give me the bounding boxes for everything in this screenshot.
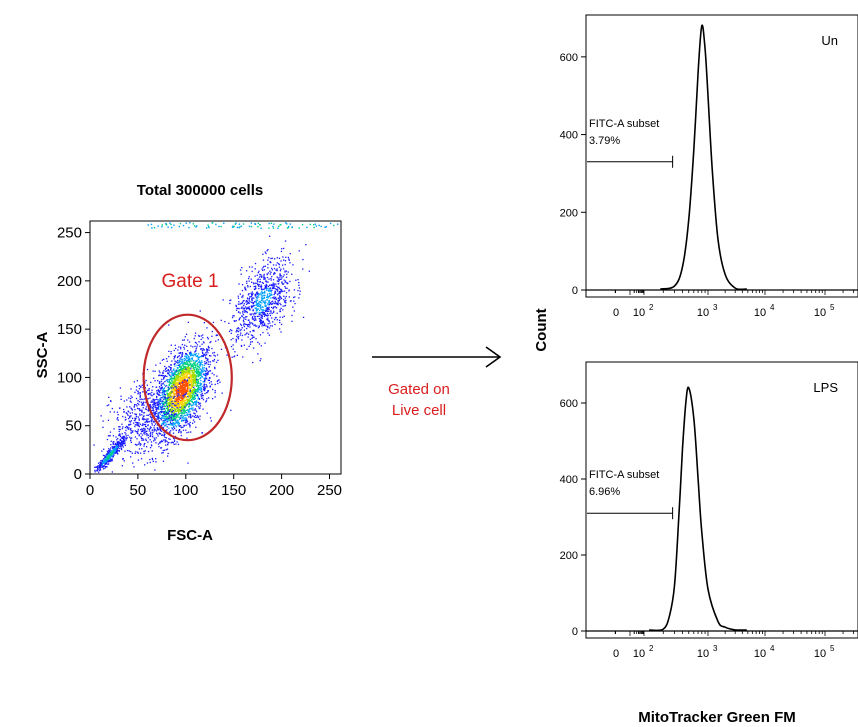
fitc-subset-percent: 3.79%: [589, 135, 620, 147]
histogram-x-tick-label: 10: [754, 648, 766, 660]
scatter-y-tick-label: 0: [74, 466, 82, 483]
histogram-x-tick-label: 10: [633, 307, 645, 319]
histogram-lps: 0 200 400 600 0 10 2 10 3 10 4 10 5 FITC-A subset 6.96…: [560, 361, 858, 660]
arrow-annotation-line1: Gated on: [388, 381, 450, 398]
histogram-x-tick-label: 10: [697, 648, 709, 660]
gate-1-ellipse[interactable]: [142, 313, 233, 442]
scatter-y-tick-label: 100: [57, 369, 82, 386]
histogram-y-label: Count: [533, 308, 550, 351]
histogram-x-tick-label: 10: [814, 307, 826, 319]
histogram-x-tick-zero: 0: [613, 307, 619, 319]
scatter-y-tick-label: 250: [57, 225, 82, 242]
histogram-x-tick-exponent: 5: [830, 303, 835, 312]
fitc-subset-label: FITC-A subset: [589, 118, 659, 130]
histogram-sample-label: Un: [821, 33, 838, 48]
histogram-x-tick-exponent: 3: [713, 303, 718, 312]
gating-arrow: [372, 346, 502, 368]
scatter-x-tick-label: 100: [173, 482, 198, 499]
scatter-y-tick-label: 200: [57, 273, 82, 290]
fitc-subset-label: FITC-A subset: [589, 469, 659, 481]
histogram-y-tick-label: 600: [560, 398, 578, 410]
histogram-y-tick-label: 400: [560, 130, 578, 142]
histogram-frame: [585, 361, 858, 639]
scatter-x-tick-label: 200: [269, 482, 294, 499]
histogram-sample-label: LPS: [813, 380, 838, 395]
scatter-y-label: SSC-A: [34, 331, 51, 378]
histogram-x-tick-exponent: 2: [649, 303, 654, 312]
histogram-x-tick-exponent: 4: [770, 644, 775, 653]
histogram-y-tick-label: 0: [572, 285, 578, 297]
histogram-frame: [585, 14, 858, 298]
scatter-x-axis: 0 50 100 150 200 250: [86, 474, 342, 499]
fitc-subset-percent: 6.96%: [589, 486, 620, 498]
scatter-plot: Gate 1: [89, 220, 342, 475]
histogram-x-tick-label: 10: [697, 307, 709, 319]
histogram-x-tick-label: 10: [814, 648, 826, 660]
histogram-x-tick-exponent: 4: [770, 303, 775, 312]
gate-1-label: Gate 1: [161, 271, 218, 292]
histogram-y-tick-label: 200: [560, 550, 578, 562]
scatter-y-tick-label: 50: [65, 418, 82, 435]
scatter-title: Total 300000 cells: [137, 182, 263, 199]
scatter-y-axis: 0 50 100 150 200 250: [57, 225, 90, 483]
histogram-un: 0 200 400 600 0 10 2 10 3 10 4 10 5 FITC-A subset 3.79…: [560, 14, 858, 319]
scatter-x-tick-label: 250: [317, 482, 342, 499]
scatter-y-tick-label: 150: [57, 321, 82, 338]
histogram-x-tick-exponent: 5: [830, 644, 835, 653]
histogram-x-tick-exponent: 2: [649, 644, 654, 653]
scatter-density-dots: [93, 222, 339, 473]
histogram-series-line: [649, 386, 747, 632]
histogram-x-tick-zero: 0: [613, 648, 619, 660]
scatter-x-tick-label: 0: [86, 482, 94, 499]
scatter-x-tick-label: 150: [221, 482, 246, 499]
histogram-x-tick-label: 10: [633, 648, 645, 660]
histogram-y-tick-label: 0: [572, 626, 578, 638]
histogram-y-tick-label: 600: [560, 52, 578, 64]
histogram-x-tick-exponent: 3: [713, 644, 718, 653]
histogram-series-line: [660, 24, 747, 291]
histogram-y-tick-label: 400: [560, 474, 578, 486]
histogram-x-label: MitoTracker Green FM: [638, 709, 796, 726]
scatter-x-tick-label: 50: [130, 482, 147, 499]
scatter-x-label: FSC-A: [167, 527, 213, 544]
histogram-x-tick-label: 10: [754, 307, 766, 319]
scatter-frame: [89, 220, 342, 475]
arrow-annotation-line2: Live cell: [392, 402, 446, 419]
histogram-y-tick-label: 200: [560, 207, 578, 219]
